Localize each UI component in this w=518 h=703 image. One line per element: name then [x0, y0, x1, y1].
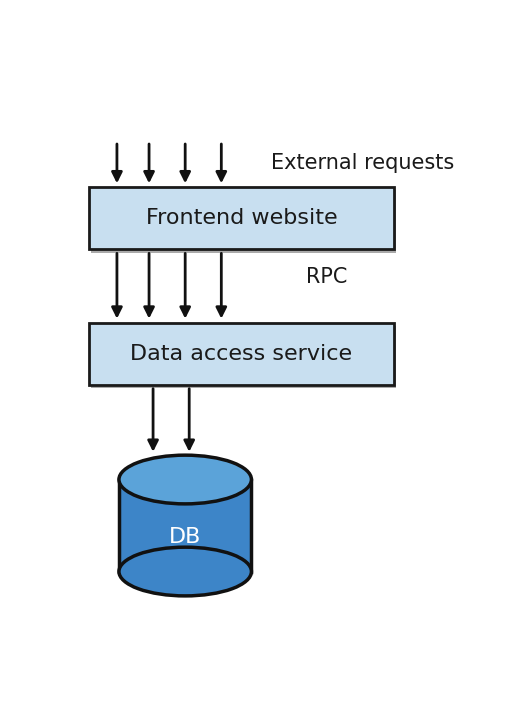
FancyBboxPatch shape — [91, 325, 396, 388]
Ellipse shape — [119, 455, 251, 504]
Text: Data access service: Data access service — [131, 344, 352, 363]
Polygon shape — [119, 479, 251, 572]
FancyBboxPatch shape — [91, 191, 396, 252]
Text: External requests: External requests — [271, 153, 454, 173]
Text: RPC: RPC — [306, 266, 347, 287]
Text: DB: DB — [169, 527, 202, 546]
Ellipse shape — [119, 547, 251, 596]
FancyBboxPatch shape — [89, 187, 394, 250]
FancyBboxPatch shape — [89, 323, 394, 385]
Text: Frontend website: Frontend website — [146, 208, 337, 228]
